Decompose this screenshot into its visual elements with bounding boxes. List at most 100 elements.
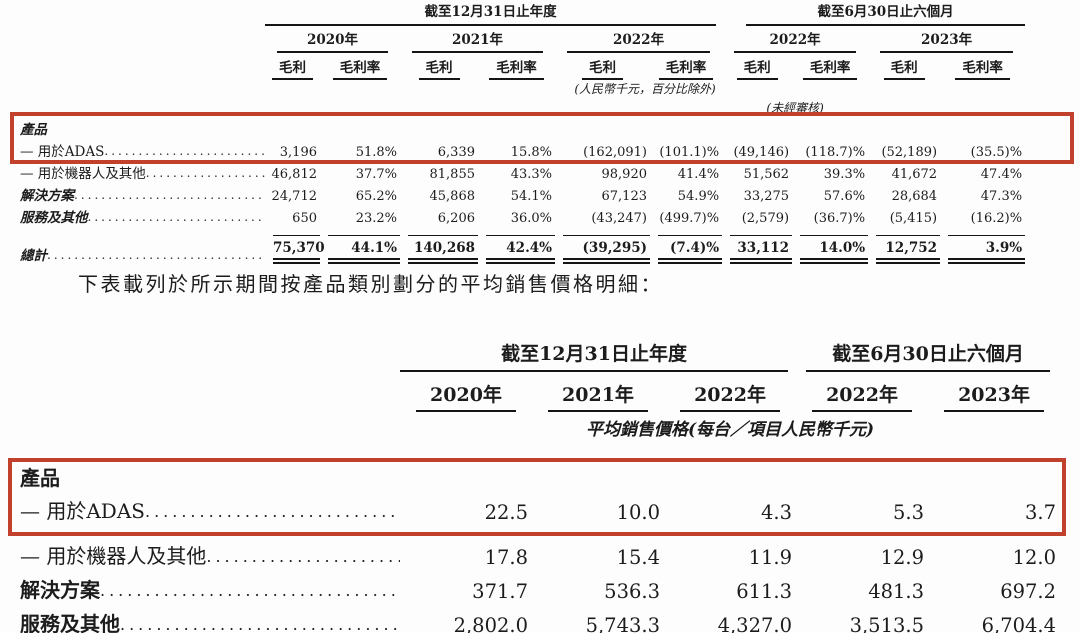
period-group-cell: 截至12月31日止年度 [265, 0, 722, 26]
cell-value: 481.3 [868, 580, 925, 603]
cell-value: 6,339 [437, 145, 475, 160]
value-cell: 481.3 [796, 571, 928, 605]
cell-value: 2,802.0 [453, 614, 528, 633]
header-spacer [20, 53, 265, 80]
header-gap-row [20, 444, 1060, 462]
row-label-cell: 服務及其他 [20, 605, 400, 633]
year-header: 2023年 [944, 380, 1045, 412]
table-row: 產品 [20, 462, 1060, 493]
value-cell: 3.7 [928, 493, 1060, 526]
note-spacer [20, 80, 265, 99]
subcol-header: 毛利率 [489, 56, 544, 80]
value-cell: (39,295) [555, 228, 650, 266]
value-cell: 6,704.4 [928, 605, 1060, 633]
cell-value: 81,855 [429, 167, 476, 182]
subcol-cell: 毛利率 [478, 53, 555, 80]
cell-value: 57.6% [823, 189, 866, 204]
total-value: 75,370 [273, 235, 325, 264]
value-cell: (52,189) [868, 140, 940, 162]
value-cell: 10.0 [532, 493, 664, 526]
cell-value: (162,091) [583, 145, 647, 160]
row-label: 產品 [20, 122, 47, 138]
row-label: 產品 [20, 466, 60, 490]
asp-note-row: 平均銷售價格(每台／項目人民幣千元) [20, 412, 1060, 444]
row-label: — 用於機器人及其他 [20, 544, 207, 568]
value-cell: 5,743.3 [532, 605, 664, 633]
unaudited-note-row: (未經審核) [20, 99, 1025, 118]
year-cell: 2022年 [796, 372, 928, 412]
cell-value: 12.9 [880, 546, 925, 569]
cell-value: 54.9% [677, 189, 720, 204]
value-cell [320, 118, 400, 140]
cell-value: 15.4 [616, 546, 660, 569]
table-row: 總計75,37044.1%140,26842.4%(39,295)(7.4)%3… [20, 228, 1026, 266]
row-label: — 用於ADAS [20, 499, 145, 523]
row-label-box: — 用於ADAS [20, 140, 265, 162]
year-cell: 2023年 [868, 26, 1025, 53]
subcol-cell: 毛利率 [320, 53, 400, 80]
gap-spacer [20, 444, 1060, 462]
period-group-header: 截至6月30日止六個月 [746, 0, 1026, 26]
cell-value: 11.9 [748, 546, 793, 569]
year-header: 2022年 [734, 28, 857, 53]
row-label-box: — 用於ADAS [20, 495, 400, 526]
value-cell: 23.2% [320, 206, 400, 228]
period-group-cell: 截至12月31日止年度 [400, 338, 796, 372]
value-cell: 371.7 [400, 571, 532, 605]
cell-value: 98,920 [601, 167, 648, 182]
dot-leader [100, 581, 400, 600]
dot-leader [104, 144, 265, 158]
value-cell: 6,339 [400, 140, 478, 162]
row-label-box: 產品 [20, 118, 265, 140]
year-header: 2021年 [412, 28, 543, 53]
year-header: 2023年 [880, 28, 1014, 53]
subcol-header: 毛利 [272, 56, 313, 80]
row-label: 解決方案 [20, 578, 100, 602]
cell-value: 41,672 [891, 167, 938, 182]
table-row: — 用於機器人及其他 46,812 37.7% 81,855 43.3% 98,920 41… [20, 162, 1025, 184]
year-row: 2020年 2021年 2022年 2022年 2023年 [20, 372, 1060, 412]
value-cell: 4.3 [664, 493, 796, 526]
row-label-box: 總計 [20, 244, 265, 266]
dot-leader [206, 547, 400, 566]
cell-value: (35.5)% [970, 145, 1023, 160]
value-cell: 43.3% [478, 162, 555, 184]
value-cell: 24,712 [265, 184, 320, 206]
cell-value: 6,206 [437, 211, 475, 226]
value-cell: 98,920 [555, 162, 650, 184]
value-cell [792, 118, 868, 140]
table-row: 解決方案 24,712 65.2% 45,868 54.1% 67,123 54.9% 33,… [20, 184, 1025, 206]
table-row: — 用於ADAS 3,196 51.8% 6,339 15.8% (162,091) (10… [20, 140, 1025, 162]
cell-value: 47.3% [980, 189, 1023, 204]
value-cell: 47.3% [940, 184, 1025, 206]
row-label-box: 解決方案 [20, 574, 400, 605]
total-value: (39,295) [563, 235, 650, 264]
value-cell [650, 118, 722, 140]
subcol-cell: 毛利率 [940, 53, 1025, 80]
unaudited-note-cell: (未經審核) [722, 99, 868, 118]
year-cell: 2022年 [722, 26, 868, 53]
unit-note-row: (人民幣千元，百分比除外) [20, 80, 1025, 99]
cell-value: 4.3 [761, 501, 793, 524]
cell-value: 4,327.0 [717, 614, 793, 633]
subcol-cell: 毛利 [868, 53, 940, 80]
row-label-cell: 服務及其他 [20, 206, 265, 228]
table-row: 服務及其他 2,802.0 5,743.3 4,327.0 3,513.5 6,704.4 [20, 605, 1060, 633]
subcol-header: 毛利 [883, 56, 925, 80]
dot-leader [47, 248, 265, 262]
row-label-cell: 產品 [20, 118, 265, 140]
value-cell [722, 118, 792, 140]
row-label-cell: — 用於ADAS [20, 140, 265, 162]
total-value: 42.4% [486, 235, 555, 264]
cell-value: 6,704.4 [981, 614, 1057, 633]
year-cell: 2022年 [664, 372, 796, 412]
table-row: 解決方案 371.7 536.3 611.3 481.3 697.2 [20, 571, 1060, 605]
value-cell: 81,855 [400, 162, 478, 184]
total-value: 44.1% [328, 235, 400, 264]
cell-value: 536.3 [604, 580, 660, 603]
row-label-box: 解決方案 [20, 184, 265, 206]
cell-value: 39.3% [823, 167, 866, 182]
cell-value: (16.2)% [970, 211, 1023, 226]
subcol-cell: 毛利 [722, 53, 792, 80]
value-cell: 33,112 [722, 228, 793, 266]
